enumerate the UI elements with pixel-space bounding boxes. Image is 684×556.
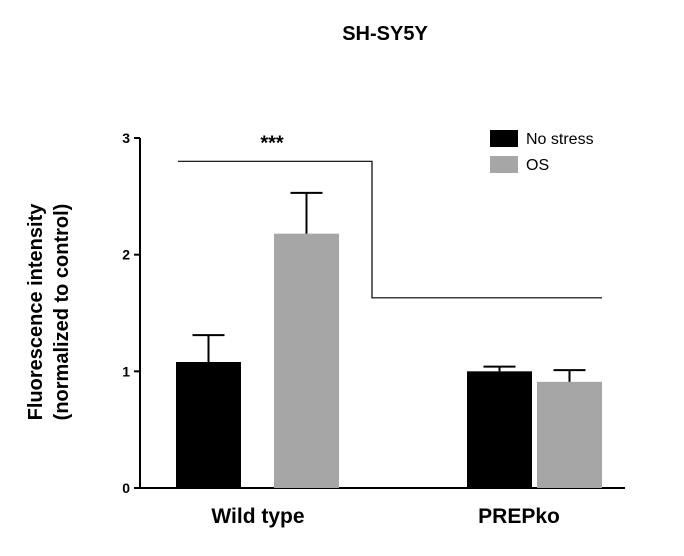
bar-os-wild-type (274, 233, 339, 488)
legend-label-os: OS (526, 157, 549, 174)
significance-stars: *** (260, 132, 284, 154)
y-tick-label: 1 (122, 363, 130, 379)
y-tick-label: 0 (122, 480, 130, 496)
y-tick-label: 3 (122, 130, 130, 146)
legend-label-no-stress: No stress (526, 131, 594, 148)
y-axis-label-line2: (normalized to control) (51, 204, 73, 421)
chart-title: SH-SY5Y (342, 23, 428, 45)
plot-area: 0 1 2 3 Wild type PREPko *** No stress OS (122, 130, 625, 528)
x-tick-label: Wild type (211, 505, 304, 528)
y-tick-label: 2 (122, 247, 130, 263)
legend-swatch-no-stress (490, 130, 518, 147)
significance-bracket (178, 160, 602, 299)
bar-no-stress-prepko (467, 371, 532, 488)
x-tick-label: PREPko (478, 505, 560, 528)
y-axis-label-line1: Fluorescence intensity (25, 203, 47, 421)
legend-swatch-os (490, 156, 518, 173)
bar-no-stress-wild-type (176, 362, 241, 488)
bar-os-prepko (537, 381, 602, 488)
